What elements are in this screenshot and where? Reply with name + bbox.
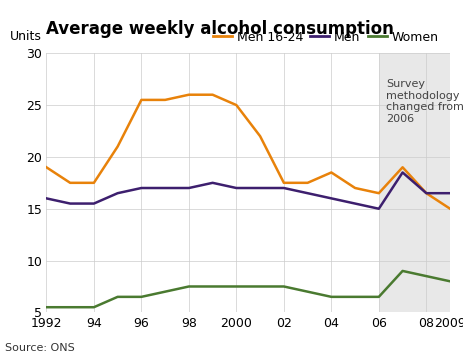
Women [67, 305, 73, 309]
Men 16-24 [257, 134, 263, 138]
Men 16-24 [304, 181, 310, 185]
Bar [378, 53, 449, 312]
Men [233, 186, 238, 190]
Men 16-24 [138, 98, 144, 102]
Men [446, 191, 452, 195]
Men [138, 186, 144, 190]
Legend: Men 16-24, Men, Women: Men 16-24, Men, Women [207, 26, 443, 49]
Men [91, 201, 96, 206]
Men [304, 191, 310, 195]
Men [351, 201, 357, 206]
Women [233, 284, 238, 289]
Women [209, 284, 215, 289]
Men 16-24 [233, 103, 238, 107]
Men [209, 181, 215, 185]
Men 16-24 [351, 186, 357, 190]
Men [281, 186, 286, 190]
Men 16-24 [209, 93, 215, 97]
Men 16-24 [399, 165, 405, 169]
Men [67, 201, 73, 206]
Women [138, 295, 144, 299]
Men [257, 186, 263, 190]
Women [44, 305, 49, 309]
Men 16-24 [375, 191, 381, 195]
Women [375, 295, 381, 299]
Men [44, 196, 49, 201]
Men 16-24 [162, 98, 168, 102]
Women [399, 269, 405, 273]
Men 16-24 [281, 181, 286, 185]
Men 16-24 [91, 181, 96, 185]
Line: Women: Women [46, 271, 449, 307]
Line: Men 16-24: Men 16-24 [46, 95, 449, 209]
Men [399, 170, 405, 175]
Men 16-24 [115, 144, 120, 149]
Men [328, 196, 333, 201]
Women [257, 284, 263, 289]
Women [304, 290, 310, 294]
Men [423, 191, 428, 195]
Women [423, 274, 428, 278]
Men 16-24 [67, 181, 73, 185]
Men 16-24 [328, 170, 333, 175]
Line: Men: Men [46, 173, 449, 209]
Men 16-24 [446, 207, 452, 211]
Text: Survey
methodology
changed from
2006: Survey methodology changed from 2006 [385, 79, 463, 124]
Women [328, 295, 333, 299]
Men 16-24 [423, 191, 428, 195]
Men [162, 186, 168, 190]
Men [115, 191, 120, 195]
Men 16-24 [44, 165, 49, 169]
Women [91, 305, 96, 309]
Women [446, 279, 452, 283]
Text: Units: Units [10, 30, 42, 43]
Text: Average weekly alcohol consumption: Average weekly alcohol consumption [46, 20, 394, 38]
Men [186, 186, 191, 190]
Men [375, 207, 381, 211]
Women [186, 284, 191, 289]
Text: Source: ONS: Source: ONS [5, 343, 74, 353]
Women [351, 295, 357, 299]
Women [162, 290, 168, 294]
Women [281, 284, 286, 289]
Women [115, 295, 120, 299]
Men 16-24 [186, 93, 191, 97]
